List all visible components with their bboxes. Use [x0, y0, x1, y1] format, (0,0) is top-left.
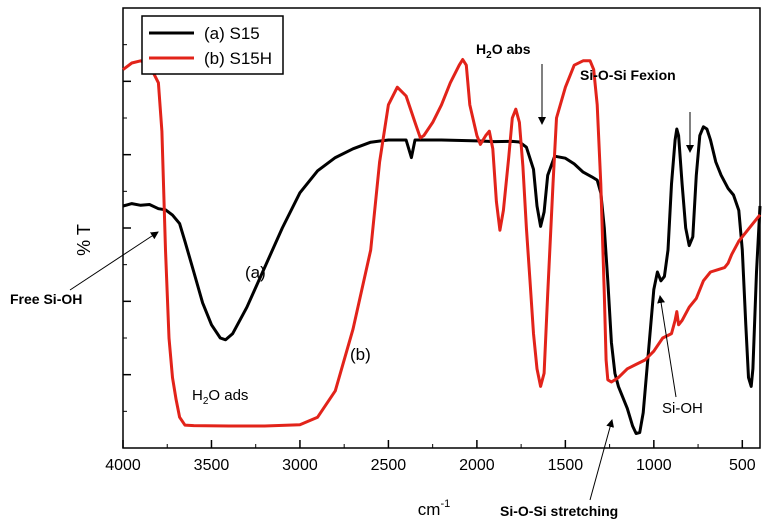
annotation-h2o-abs-sub: 2: [486, 50, 492, 61]
legend-box: [141, 15, 284, 75]
annotation-h2o-ads-sub: 2: [203, 396, 209, 407]
arrow-si-oh: [657, 295, 677, 398]
x-tick-label: 4000: [105, 457, 141, 474]
curve-label-a: (a): [245, 263, 266, 282]
annotation-si-oh: Si-OH: [662, 400, 703, 417]
x-tick-label: 2500: [371, 457, 407, 474]
x-tick-label: 500: [729, 457, 756, 474]
x-axis-label: cm-1: [418, 498, 450, 519]
series-line-s15: [122, 125, 762, 435]
arrow-si-o-si-stretching: [589, 419, 615, 501]
annotation-si-o-si-stretching: Si-O-Si stretching: [500, 503, 618, 519]
x-axis-label-base: cm: [418, 500, 441, 519]
legend-label-b: (b) S15H: [204, 49, 272, 68]
annotation-free-si-oh: Free Si-OH: [10, 291, 82, 307]
curve-label-b: (b): [350, 345, 371, 364]
legend: (a) S15 (b) S15H: [141, 15, 284, 75]
arrow-free-si-oh: [69, 231, 159, 291]
annotation-h2o-abs: H2O abs: [476, 41, 531, 61]
series-line-s15h: [122, 58, 762, 428]
annotation-h2o-ads: H2O ads: [192, 387, 248, 407]
x-axis-label-superscript: -1: [440, 498, 450, 510]
x-tick-label: 2000: [459, 457, 495, 474]
series-layer: [122, 58, 762, 435]
annotation-h2o-ads-h: H: [192, 387, 203, 404]
annotation-h2o-abs-h: H: [476, 41, 486, 57]
x-tick-label: 1000: [636, 457, 672, 474]
annotation-si-o-si-fexion: Si-O-Si Fexion: [580, 67, 676, 83]
x-tick-label: 3000: [282, 457, 318, 474]
x-axis-ticks: 4000 3500 3000 2500 2000 1500 1000 500: [105, 440, 756, 474]
annotation-h2o-ads-rest: O ads: [208, 387, 248, 404]
annotation-h2o-abs-rest: O abs: [492, 41, 531, 57]
x-tick-label: 1500: [548, 457, 584, 474]
x-tick-label: 3500: [194, 457, 230, 474]
y-axis-label: % T: [74, 224, 94, 256]
legend-label-a: (a) S15: [204, 24, 260, 43]
y-axis-ticks: [123, 44, 131, 412]
